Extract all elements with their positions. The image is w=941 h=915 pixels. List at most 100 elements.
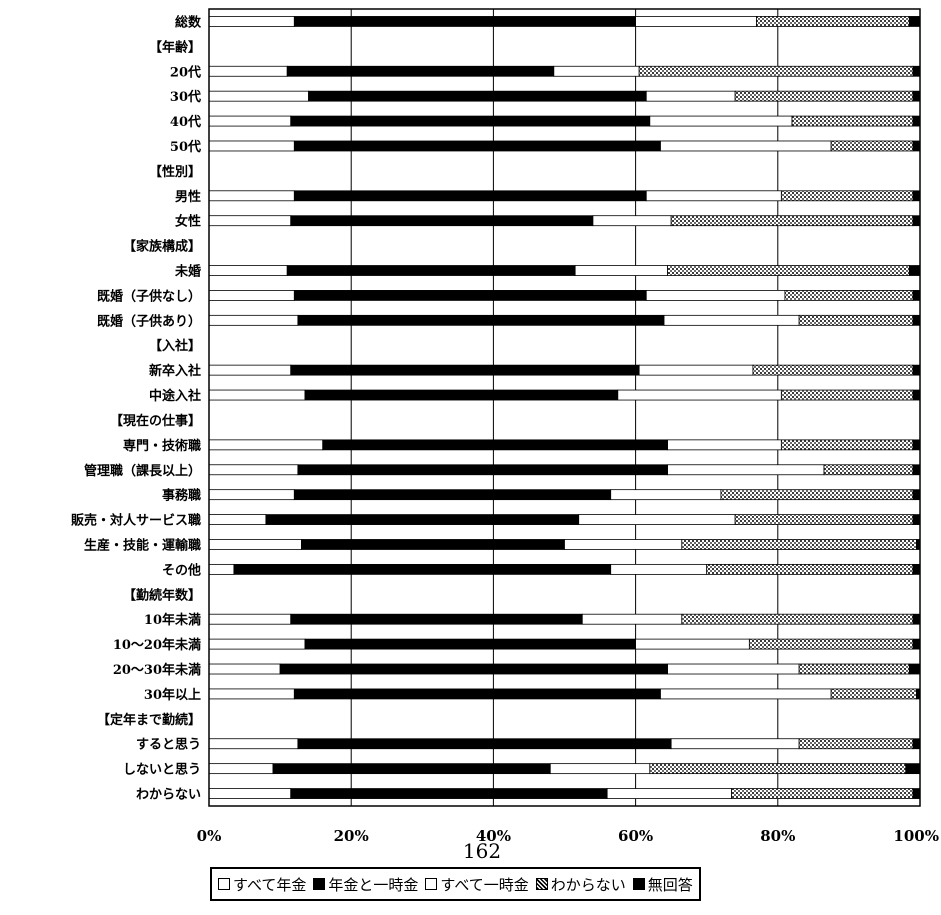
bar-segment-no-answer [912,364,921,376]
bar-segment-unknown [734,90,914,102]
legend-swatch-pension-and-lump [313,878,326,890]
bar-segment-pension-and-lump [293,290,647,301]
bar-segment-unknown [791,115,914,127]
x-tick-label: 20% [334,827,369,845]
category-label: その他 [162,562,201,578]
category-label: 事務職 [162,488,201,504]
bar-segment-all-lump [670,738,800,750]
category-label: 販売・対人サービス職 [71,513,201,529]
bar-segment-all-lump [564,539,683,550]
bar-segment-all-pension [208,638,306,650]
category-label: 専門・技術職 [123,438,201,454]
bar-segment-unknown [670,215,914,227]
bar-segment-all-pension [208,663,281,675]
bar-segment-all-lump [578,514,736,525]
bar-segment-all-pension [208,738,299,750]
bar-segment-pension-and-lump [290,613,583,625]
bar-segment-all-pension [208,514,267,525]
legend: すべて年金 年金と一時金 すべて一時金 わからない 無回答 [210,867,701,901]
category-label: 10年未満 [144,612,201,628]
bar-segment-all-lump [610,563,708,575]
bar-segment-all-lump [645,290,786,301]
bar-segment-no-answer [912,314,921,326]
bar-segment-pension-and-lump [322,439,668,451]
bar-segment-unknown [720,489,914,501]
bar-segment-no-answer [912,65,921,77]
bar-segment-no-answer [912,290,921,301]
bar-segment-all-pension [208,290,295,301]
bar-segment-all-pension [208,464,299,476]
category-label: 【現在の仕事】 [110,413,201,429]
legend-item-unknown: わからない [535,874,626,895]
bar-segment-all-pension [208,215,292,227]
bar-segment-all-lump [660,140,832,152]
x-tick-label: 80% [760,827,795,845]
bar-segment-unknown [649,763,907,775]
bar-segment-all-pension [208,190,295,202]
legend-label-no-answer: 無回答 [647,875,693,894]
category-label: 未婚 [174,264,201,280]
bar-segment-unknown [706,563,914,575]
category-label: 10～20年未満 [113,637,201,653]
bar-segment-pension-and-lump [290,215,594,227]
legend-item-all-pension: すべて年金 [218,874,306,895]
bar-segment-all-lump [667,464,825,476]
bar-segment-pension-and-lump [290,788,608,799]
legend-label-unknown: わからない [550,875,626,894]
bar-segment-no-answer [912,563,921,575]
bar-segment-pension-and-lump [293,489,612,501]
bar-segment-all-lump [549,763,651,775]
bar-segment-all-pension [208,314,299,326]
bar-segment-unknown [638,65,914,77]
x-tick-label: 0% [197,827,222,845]
bar-segment-pension-and-lump [297,314,665,326]
bar-segment-unknown [798,738,914,750]
bar-segment-unknown [823,464,914,476]
bar-segment-all-lump [553,65,640,77]
bar-segment-no-answer [912,464,921,476]
bar-segment-no-answer [912,389,921,401]
bar-segment-no-answer [912,738,921,750]
bar-segment-all-lump [663,314,800,326]
bar-segment-unknown [752,364,914,376]
bar-segment-all-lump [610,489,722,501]
category-label: 既婚（子供なし） [97,288,201,304]
bar-segment-all-lump [574,265,668,276]
bar-segment-all-lump [660,688,832,700]
legend-swatch-no-answer [632,878,645,890]
bar-segment-no-answer [912,489,921,501]
bar-segment-pension-and-lump [293,140,661,152]
legend-swatch-all-pension [218,878,230,890]
bar-segment-pension-and-lump [293,16,637,27]
category-label: 生産・技能・運輸職 [84,537,201,553]
bar-segment-all-pension [208,688,295,700]
bar-segment-unknown [734,514,914,525]
gridlines [350,9,779,806]
legend-item-no-answer: 無回答 [632,874,693,895]
bar-segment-unknown [780,389,914,401]
bar-segment-pension-and-lump [272,763,551,775]
bar-segment-no-answer [905,763,921,775]
legend-label-all-lump: すべて一時金 [440,875,529,894]
bar-segment-all-pension [208,265,288,276]
bar-segment-no-answer [912,90,921,102]
category-label: 【入社】 [149,338,201,354]
x-tick-label: 60% [618,827,653,845]
category-label: 【性別】 [149,164,201,180]
bar-segment-no-answer [908,663,921,675]
bar-segment-unknown [784,290,914,301]
category-label: 総数 [175,14,202,30]
bar-segment-all-lump [667,663,800,675]
bar-segment-all-pension [208,439,324,451]
category-label: 中途入社 [149,388,201,404]
bar-segment-pension-and-lump [304,638,636,650]
bar-segment-all-lump [606,788,732,799]
legend-label-all-pension: すべて年金 [233,875,307,894]
bar-segment-all-pension [208,763,274,775]
bar-segment-unknown [780,439,914,451]
bar-segment-all-pension [208,563,235,575]
bar-segment-pension-and-lump [293,190,647,202]
bar-segment-all-lump [635,638,750,650]
bar-segment-pension-and-lump [297,464,668,476]
